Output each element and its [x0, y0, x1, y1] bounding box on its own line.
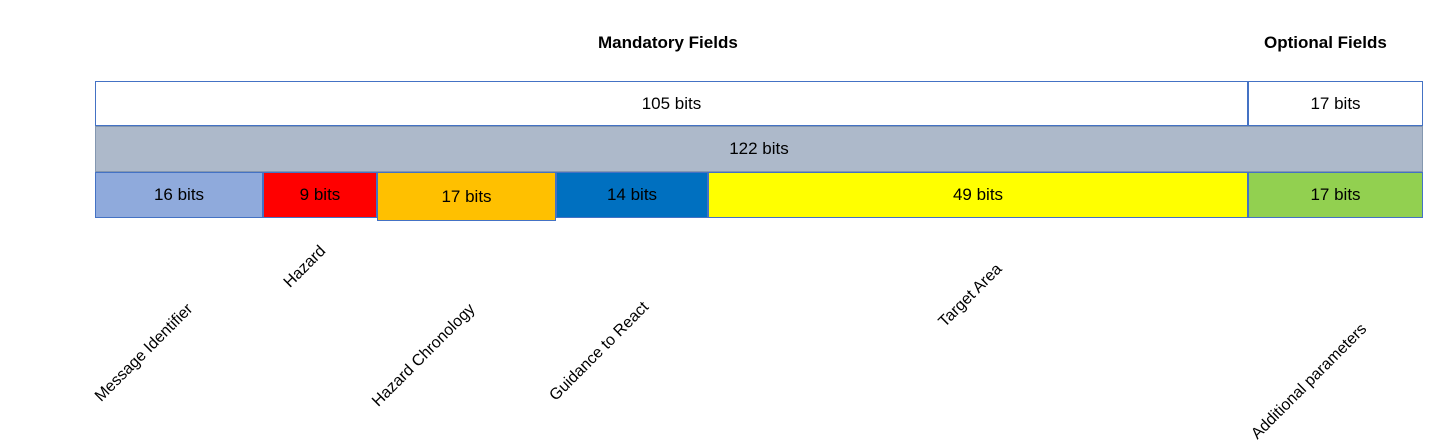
mandatory-fields-heading: Mandatory Fields: [598, 33, 738, 52]
hazard-chronology-bits-cell: 17 bits: [377, 172, 556, 221]
optional-fields-heading: Optional Fields: [1264, 33, 1387, 52]
message-identifier-label: Message Identifier: [92, 300, 197, 406]
total-bits-cell: 122 bits: [95, 126, 1423, 172]
hazard-bits-cell: 9 bits: [263, 172, 377, 218]
additional-parameters-bits-cell: 17 bits: [1248, 172, 1423, 218]
guidance-to-react-label: Guidance to React: [546, 298, 653, 405]
mandatory-bits-cell: 105 bits: [95, 81, 1248, 126]
target-area-bits-cell: 49 bits: [708, 172, 1248, 218]
hazard-label: Hazard: [281, 242, 330, 292]
guidance-to-react-bits-cell: 14 bits: [556, 172, 708, 218]
hazard-chronology-label: Hazard Chronology: [369, 300, 479, 411]
optional-bits-cell: 17 bits: [1248, 81, 1423, 126]
additional-parameters-label: Additional parameters: [1248, 320, 1371, 443]
message-identifier-bits-cell: 16 bits: [95, 172, 263, 218]
target-area-label: Target Area: [935, 260, 1006, 331]
